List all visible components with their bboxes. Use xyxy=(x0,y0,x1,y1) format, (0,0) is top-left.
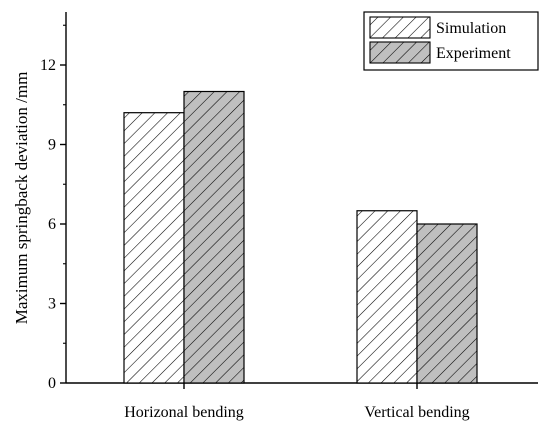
bar-0-1 xyxy=(183,90,245,384)
legend-label-0: Simulation xyxy=(436,20,506,37)
x-tick-label-0: Horizonal bending xyxy=(124,404,244,421)
legend-label-1: Experiment xyxy=(436,45,511,62)
bar-1-0 xyxy=(356,210,418,384)
y-tick-label-4: 12 xyxy=(40,57,56,74)
bar-0-0 xyxy=(123,112,185,384)
y-tick-label-2: 6 xyxy=(48,216,56,233)
y-tick-label-0: 0 xyxy=(48,375,56,392)
y-axis-label: Maximum springback deviation /mm xyxy=(12,72,31,325)
y-tick-label-1: 3 xyxy=(48,296,56,313)
y-tick-label-3: 9 xyxy=(48,137,56,154)
y-ticks: 0 3 6 9 12 xyxy=(40,24,66,392)
legend: Simulation Experiment xyxy=(363,11,539,71)
x-tick-labels: Horizonal bending Vertical bending xyxy=(124,404,469,421)
legend-swatch-1 xyxy=(369,41,431,64)
bar-1-1 xyxy=(416,223,478,384)
bars xyxy=(123,90,478,389)
legend-swatch-0 xyxy=(369,16,431,39)
x-tick-label-1: Vertical bending xyxy=(364,404,469,421)
